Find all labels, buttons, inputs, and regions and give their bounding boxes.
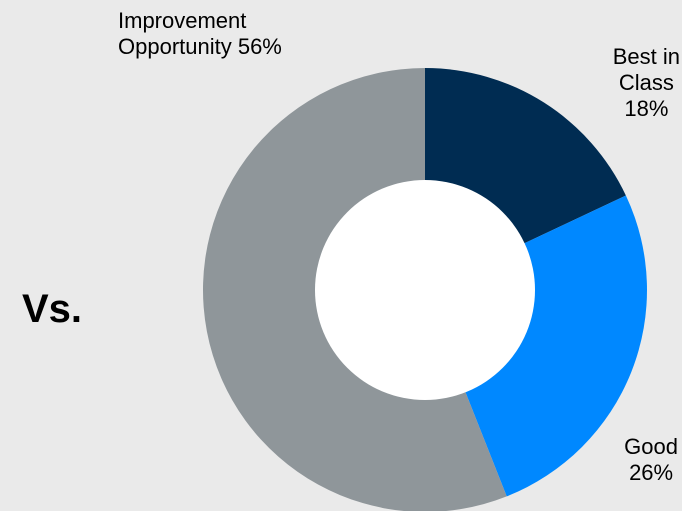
donut-hole <box>315 180 535 400</box>
improvement-opportunity-label: Improvement Opportunity 56% <box>118 8 282 60</box>
improvement-label-line2: Opportunity 56% <box>118 34 282 59</box>
improvement-label-line1: Improvement <box>118 8 247 33</box>
vs-text: Vs. <box>22 287 83 331</box>
best-label-line2: Class <box>618 70 674 95</box>
good-label: Good 26% <box>624 434 678 486</box>
best-label-line1: Best in <box>612 44 680 69</box>
best-label-line3: 18% <box>624 96 669 121</box>
best-in-class-label: Best in Class 18% <box>613 44 680 122</box>
good-label-line2: 26% <box>629 460 674 485</box>
good-label-line1: Good <box>624 434 678 459</box>
